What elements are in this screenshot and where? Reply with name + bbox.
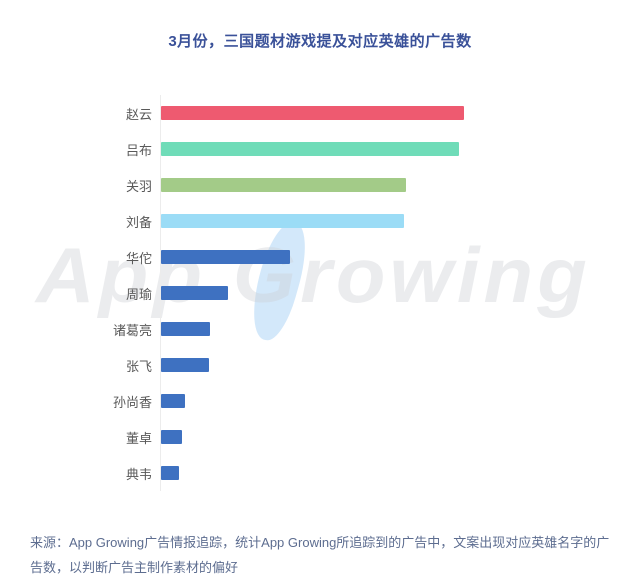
bar-area	[160, 131, 640, 167]
bar-area	[160, 239, 640, 275]
bar-chart: 赵云吕布关羽刘备华佗周瑜诸葛亮张飞孙尚香董卓典韦	[0, 95, 640, 491]
bar-label: 吕布	[125, 142, 152, 158]
chart-title: 3月份，三国题材游戏提及对应英雄的广告数	[168, 33, 472, 50]
bar	[161, 430, 182, 444]
chart-row: 吕布	[0, 131, 640, 167]
bar	[161, 322, 210, 336]
bar-label: 董卓	[125, 430, 152, 446]
bar	[161, 142, 459, 156]
chart-row: 赵云	[0, 95, 640, 131]
chart-row: 周瑜	[0, 275, 640, 311]
bar	[161, 358, 209, 372]
chart-row: 张飞	[0, 347, 640, 383]
chart-row: 华佗	[0, 239, 640, 275]
bar	[161, 214, 404, 228]
chart-row: 典韦	[0, 455, 640, 491]
chart-row: 刘备	[0, 203, 640, 239]
bar-label: 周瑜	[125, 286, 152, 302]
bar-area	[160, 167, 640, 203]
bar-label: 关羽	[125, 178, 152, 194]
bar	[161, 466, 179, 480]
bar	[161, 250, 290, 264]
bar-label: 张飞	[125, 358, 152, 374]
bar-area	[160, 311, 640, 347]
chart-row: 诸葛亮	[0, 311, 640, 347]
bar-label: 孙尚香	[112, 394, 152, 410]
bar	[161, 286, 228, 300]
chart-rows: 赵云吕布关羽刘备华佗周瑜诸葛亮张飞孙尚香董卓典韦	[0, 95, 640, 491]
bar-area	[160, 419, 640, 455]
bar	[161, 178, 406, 192]
bar-area	[160, 455, 640, 491]
chart-row: 董卓	[0, 419, 640, 455]
chart-row: 孙尚香	[0, 383, 640, 419]
bar-area	[160, 383, 640, 419]
bar-area	[160, 95, 640, 131]
bar-label: 华佗	[125, 250, 152, 266]
bar-label: 典韦	[125, 466, 152, 482]
bar-area	[160, 347, 640, 383]
bar	[161, 394, 185, 408]
bar-label: 刘备	[125, 214, 152, 230]
bar-label: 赵云	[125, 106, 152, 122]
bar-label: 诸葛亮	[112, 322, 152, 338]
source-note: 来源：App Growing广告情报追踪，统计App Growing所追踪到的广…	[30, 535, 610, 575]
chart-row: 关羽	[0, 167, 640, 203]
bar-area	[160, 203, 640, 239]
bar-area	[160, 275, 640, 311]
bar	[161, 106, 464, 120]
